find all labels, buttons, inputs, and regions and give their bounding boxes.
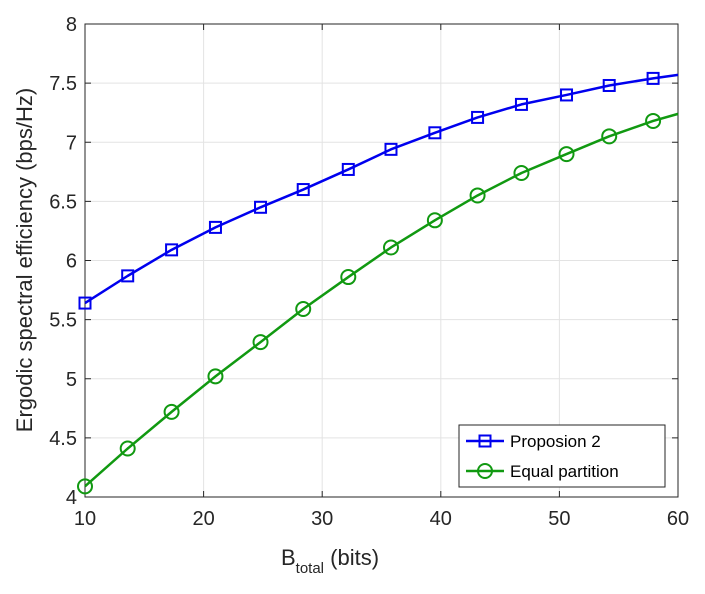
data-point-equal-partition (513, 164, 530, 181)
legend-marker-equal-partition (477, 463, 493, 479)
y-tick-label: 7 (66, 132, 77, 154)
legend-box (458, 424, 666, 488)
data-point-equal-partition (295, 300, 312, 317)
series-equal-partition (77, 112, 679, 495)
data-point-proposion-2 (78, 296, 92, 310)
data-point-proposion-2 (208, 220, 222, 234)
series (77, 71, 679, 495)
data-point-equal-partition (77, 478, 93, 495)
data-point-equal-partition (426, 212, 443, 229)
y-tick-label: 6.5 (49, 191, 77, 213)
x-tick-label: 20 (192, 508, 214, 530)
data-point-equal-partition (119, 440, 136, 457)
data-point-proposion-2 (254, 200, 268, 214)
data-point-proposion-2 (514, 97, 528, 111)
data-point-proposion-2 (602, 78, 616, 92)
data-point-proposion-2 (428, 126, 442, 140)
data-point-equal-partition (558, 146, 575, 163)
data-point-proposion-2 (471, 110, 485, 124)
x-tick-label: 30 (311, 508, 333, 530)
data-point-equal-partition (382, 239, 399, 256)
data-point-equal-partition (163, 403, 180, 420)
legend-label-proposion-2: Proposion 2 (510, 432, 601, 451)
y-tick-label: 7.5 (49, 73, 77, 95)
data-point-proposion-2 (165, 243, 179, 257)
data-point-proposion-2 (560, 88, 574, 102)
series-proposion-2 (78, 71, 679, 310)
data-point-equal-partition (207, 368, 224, 385)
x-tick-label: 40 (430, 508, 452, 530)
x-tick-label: 50 (548, 508, 570, 530)
y-tick-label: 6 (66, 251, 77, 273)
y-axis-label: Ergodic spectral efficiency (bps/Hz) (12, 88, 37, 432)
y-tick-label: 4 (66, 487, 77, 509)
data-point-equal-partition (469, 187, 486, 204)
x-axis-label-subscript: total (296, 560, 324, 577)
data-point-proposion-2 (341, 162, 355, 176)
x-axis-label-unit: (bits) (324, 545, 379, 570)
data-point-proposion-2 (121, 269, 135, 283)
axis-ticks: 10 20 30 40 50 60 4 4.5 5 5.5 6 6.5 7 7.5 8 (49, 14, 689, 530)
data-point-equal-partition (340, 269, 357, 286)
data-point-proposion-2 (646, 71, 660, 85)
series-line-equal-partition (84, 112, 679, 488)
data-point-equal-partition (252, 334, 269, 351)
data-point-equal-partition (645, 112, 662, 129)
x-axis-label: Btotal (bits) (281, 545, 379, 577)
series-line-proposion-2 (84, 73, 679, 305)
legend-marker-proposion-2 (478, 434, 492, 448)
legend: Proposion 2 Equal partition (458, 424, 666, 488)
y-tick-label: 8 (66, 14, 77, 36)
x-tick-label: 60 (667, 508, 689, 530)
y-tick-label: 5.5 (49, 310, 77, 332)
data-point-equal-partition (601, 128, 618, 145)
data-point-proposion-2 (384, 142, 398, 156)
data-point-proposion-2 (296, 183, 310, 197)
x-tick-label: 10 (74, 508, 96, 530)
legend-label-equal-partition: Equal partition (510, 462, 619, 481)
y-tick-label: 5 (66, 369, 77, 391)
x-axis-label-main: B (281, 545, 296, 570)
y-tick-label: 4.5 (49, 428, 77, 450)
